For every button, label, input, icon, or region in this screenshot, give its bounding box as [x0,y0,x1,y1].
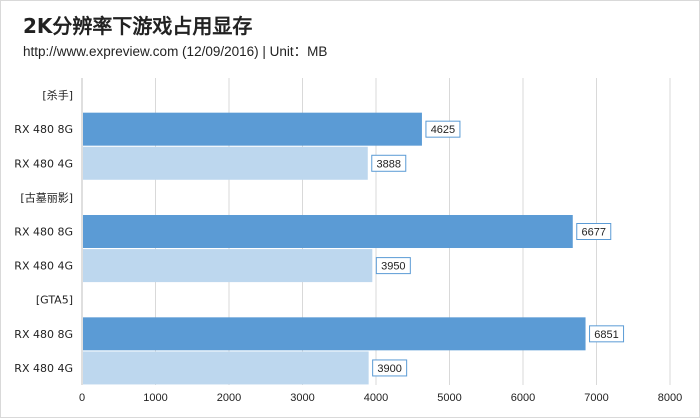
x-tick-label: 1000 [143,392,167,404]
data-label-box [375,257,411,275]
data-label: 6851 [594,329,618,341]
data-label-box [425,120,461,138]
x-tick-label: 8000 [658,392,682,404]
data-label: 3888 [377,158,401,170]
data-label: 4625 [431,124,455,136]
x-tick-label: 0 [79,392,85,404]
data-label-box [576,223,612,240]
category-label: RX 480 8G [14,123,73,136]
data-label: 6677 [582,227,606,239]
category-label: RX 480 4G [14,260,73,273]
data-label: 3900 [377,363,401,375]
x-tick-label: 4000 [364,392,388,404]
data-label: 3950 [381,261,405,273]
data-label-box [372,359,408,377]
category-label: [GTA5] [36,294,73,307]
x-tick-label: 3000 [290,392,314,404]
category-label: RX 480 8G [14,328,73,341]
category-label: [杀手] [42,88,73,102]
bar [83,317,586,351]
bar [83,112,422,146]
bar [83,351,369,385]
category-label: RX 480 4G [14,362,73,375]
data-label-box [371,154,407,172]
data-label-box [589,325,625,343]
bar [83,249,373,283]
bar [83,215,573,248]
category-label: [古墓丽影] [20,191,73,204]
category-label: RX 480 4G [14,157,73,170]
x-tick-label: 5000 [437,392,461,404]
chart-subtitle: http://www.expreview.com (12/09/2016) | … [23,44,328,59]
x-tick-label: 2000 [217,392,241,404]
x-tick-label: 7000 [584,392,608,404]
chart-title: 2K分辨率下游戏占用显存 [23,14,253,38]
bar [83,146,368,180]
category-label: RX 480 8G [14,226,73,239]
x-tick-label: 6000 [511,392,535,404]
